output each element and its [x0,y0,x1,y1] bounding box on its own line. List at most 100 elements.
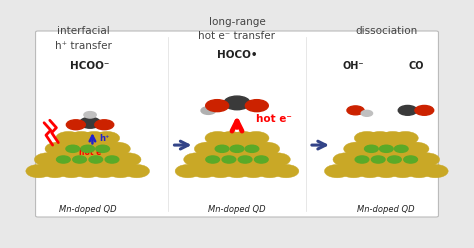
Circle shape [246,100,268,112]
Circle shape [349,153,375,166]
Circle shape [257,164,283,178]
Circle shape [55,131,82,145]
Circle shape [361,110,373,116]
Circle shape [264,153,290,166]
Text: interfacial: interfacial [56,26,109,36]
Circle shape [232,153,258,166]
Circle shape [354,131,380,145]
Circle shape [255,156,268,163]
Circle shape [94,131,119,145]
Circle shape [81,145,94,152]
Circle shape [183,153,209,166]
Text: dissociation: dissociation [355,26,418,36]
Text: Mn-doped QD: Mn-doped QD [59,205,117,214]
Circle shape [194,142,220,155]
Circle shape [206,156,219,163]
Circle shape [388,142,414,155]
Circle shape [208,164,233,178]
Text: hot e⁻: hot e⁻ [79,148,106,157]
Circle shape [374,164,399,178]
Circle shape [124,164,149,178]
Circle shape [240,164,266,178]
Circle shape [333,153,358,166]
Circle shape [191,164,217,178]
Circle shape [355,156,369,163]
Circle shape [66,120,85,130]
Circle shape [374,142,399,155]
Circle shape [245,145,259,152]
Circle shape [108,164,133,178]
Circle shape [404,156,418,163]
Circle shape [96,145,109,152]
Circle shape [341,164,366,178]
Circle shape [273,164,299,178]
Circle shape [45,142,71,155]
Circle shape [239,142,264,155]
Circle shape [357,164,383,178]
Circle shape [344,142,369,155]
Circle shape [238,156,252,163]
Text: HCOO⁻: HCOO⁻ [70,61,110,71]
Circle shape [175,164,201,178]
Circle shape [66,145,80,152]
Circle shape [224,96,250,110]
Circle shape [83,153,109,166]
Circle shape [398,105,417,115]
Circle shape [365,153,391,166]
Text: hot e⁻ transfer: hot e⁻ transfer [199,31,275,41]
Circle shape [67,153,92,166]
Circle shape [105,156,119,163]
Text: CO: CO [409,61,424,71]
Circle shape [380,131,405,145]
Circle shape [58,164,84,178]
Circle shape [206,100,228,112]
Text: Mn-doped QD: Mn-doped QD [208,205,266,214]
Circle shape [42,164,68,178]
FancyBboxPatch shape [36,31,438,217]
Circle shape [51,153,76,166]
Circle shape [89,156,102,163]
Circle shape [380,145,393,152]
Circle shape [216,153,242,166]
Circle shape [382,153,407,166]
Text: h⁺: h⁺ [100,134,110,143]
Circle shape [224,142,250,155]
Circle shape [406,164,432,178]
Circle shape [205,131,230,145]
Circle shape [80,117,100,128]
Circle shape [26,164,51,178]
Circle shape [244,131,269,145]
Circle shape [414,153,439,166]
Circle shape [230,131,256,145]
Circle shape [82,131,107,145]
Circle shape [105,142,130,155]
Text: long-range: long-range [209,17,265,27]
Circle shape [34,153,60,166]
Circle shape [68,131,94,145]
Circle shape [84,112,96,118]
Circle shape [367,131,392,145]
Circle shape [324,164,350,178]
Circle shape [90,142,115,155]
Circle shape [224,164,250,178]
Text: HOCO•: HOCO• [217,50,257,60]
Circle shape [403,142,429,155]
Circle shape [222,156,236,163]
Circle shape [248,153,274,166]
Circle shape [365,145,378,152]
Circle shape [75,164,100,178]
Circle shape [392,131,418,145]
Circle shape [371,156,385,163]
Circle shape [422,164,448,178]
Circle shape [218,131,244,145]
Circle shape [99,153,125,166]
Circle shape [91,164,117,178]
Circle shape [394,145,408,152]
Circle shape [390,164,415,178]
Circle shape [73,156,86,163]
Circle shape [388,156,401,163]
Circle shape [215,145,229,152]
Circle shape [60,142,85,155]
Circle shape [230,145,244,152]
Circle shape [56,156,70,163]
